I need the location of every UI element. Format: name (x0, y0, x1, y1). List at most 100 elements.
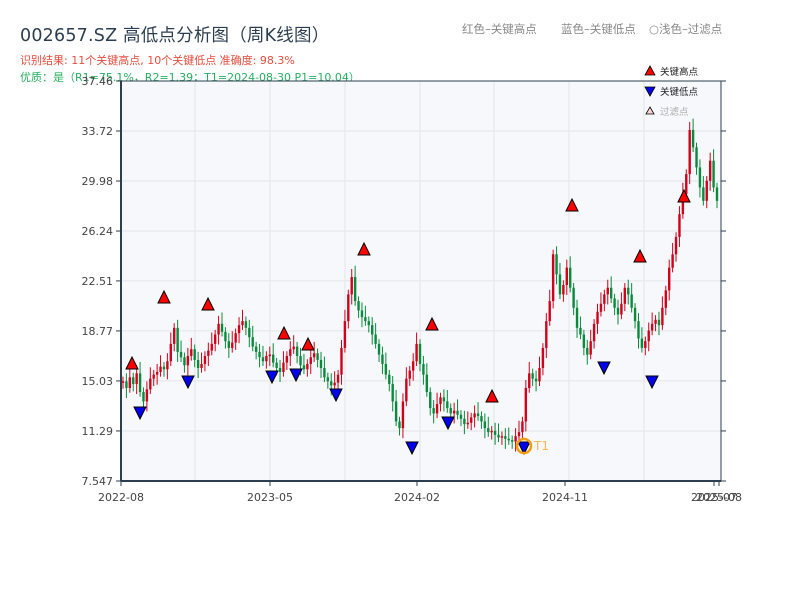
down-candle (299, 355, 302, 366)
down-candle (371, 325, 374, 335)
down-candle (534, 378, 538, 382)
down-candle (391, 384, 394, 402)
up-candle (415, 343, 418, 362)
down-candle (456, 410, 459, 415)
x-tick-label: 2022-08 (98, 491, 144, 504)
key-high-marker (301, 336, 315, 351)
key-high-marker (425, 316, 439, 331)
up-candle (681, 194, 685, 215)
up-candle (473, 413, 476, 418)
up-candle (674, 236, 678, 255)
up-candle (309, 357, 312, 364)
down-candle (715, 187, 719, 201)
down-candle (630, 294, 633, 308)
down-candle (483, 421, 487, 429)
up-candle (128, 377, 132, 389)
y-tick-label: 18.77 (82, 325, 114, 338)
y-tick-label: 15.03 (82, 375, 114, 388)
down-candle (272, 354, 275, 363)
up-candle (292, 346, 295, 350)
key-high-marker (201, 296, 215, 311)
down-candle (698, 167, 702, 188)
key-high-marker (565, 197, 579, 212)
up-candle (173, 327, 176, 344)
up-candle (524, 388, 528, 422)
up-candle (664, 290, 667, 308)
down-candle (316, 353, 319, 360)
up-candle (213, 334, 217, 344)
y-tick-label: 7.547 (82, 475, 114, 488)
up-candle (159, 366, 162, 372)
up-candle (596, 311, 599, 324)
down-candle (138, 373, 142, 393)
up-candle (145, 389, 149, 402)
up-candle (592, 323, 596, 342)
up-candle (343, 321, 347, 348)
down-candle (302, 365, 306, 370)
up-candle (237, 325, 241, 334)
down-candle (531, 373, 534, 379)
legend-filtered-label: 过滤点 (660, 106, 689, 118)
up-candle (541, 347, 545, 368)
up-candle (685, 174, 688, 195)
up-candle (347, 294, 350, 322)
top-legend-blue-label: 蓝色–关键低点 (561, 22, 636, 36)
up-candle (265, 355, 268, 362)
key-low-marker (645, 375, 659, 390)
up-candle (500, 436, 504, 438)
down-candle (609, 287, 613, 299)
axes: 37.46 33.72 29.98 26.24 22.51 18.77 15.03 11.29… (82, 75, 742, 504)
down-candle (251, 337, 254, 347)
up-candle (190, 349, 193, 356)
down-candle (582, 334, 586, 348)
up-candle (620, 303, 623, 315)
x-tick-label: 2025-08 (696, 491, 742, 504)
up-candle (589, 341, 592, 355)
down-candle (712, 160, 715, 188)
down-candle (261, 357, 265, 362)
up-candle (149, 378, 152, 390)
up-candle (521, 421, 524, 433)
up-candle (166, 361, 169, 370)
up-candle (241, 321, 244, 326)
up-candle (210, 343, 213, 351)
up-candle (268, 354, 271, 357)
down-candle (425, 374, 429, 393)
up-candle (200, 363, 203, 368)
down-candle (657, 319, 661, 326)
y-tick-label: 11.29 (82, 425, 114, 438)
x-tick-label: 2024-02 (394, 491, 440, 504)
key-high-marker (157, 289, 171, 304)
y-tick-label: 22.51 (82, 275, 114, 288)
down-candle (196, 359, 200, 368)
down-candle (633, 307, 637, 322)
down-candle (586, 347, 589, 355)
up-candle (135, 373, 138, 385)
key-low-marker (181, 375, 195, 390)
down-candle (227, 341, 231, 348)
up-candle (548, 301, 551, 322)
down-candle (224, 331, 227, 342)
up-candle (203, 355, 207, 364)
down-candle (254, 346, 258, 352)
grid-lines (121, 81, 721, 481)
up-candle (289, 349, 292, 356)
down-candle (132, 377, 135, 385)
down-candle (323, 367, 326, 378)
key-high-marker (633, 248, 647, 263)
legend-low-label: 关键低点 (660, 86, 699, 98)
up-candle (231, 342, 234, 348)
down-candle (193, 349, 196, 360)
down-candle (429, 392, 432, 409)
legend-high-icon (644, 65, 656, 76)
legend-high-label: 关键高点 (660, 66, 699, 78)
down-candle (637, 321, 640, 339)
down-candle (319, 359, 323, 368)
up-candle (490, 430, 493, 433)
down-candle (176, 327, 179, 352)
up-candle (152, 374, 155, 379)
down-candle (422, 363, 425, 375)
down-candle (487, 428, 490, 433)
down-candle (244, 321, 248, 328)
down-candle (179, 351, 183, 358)
